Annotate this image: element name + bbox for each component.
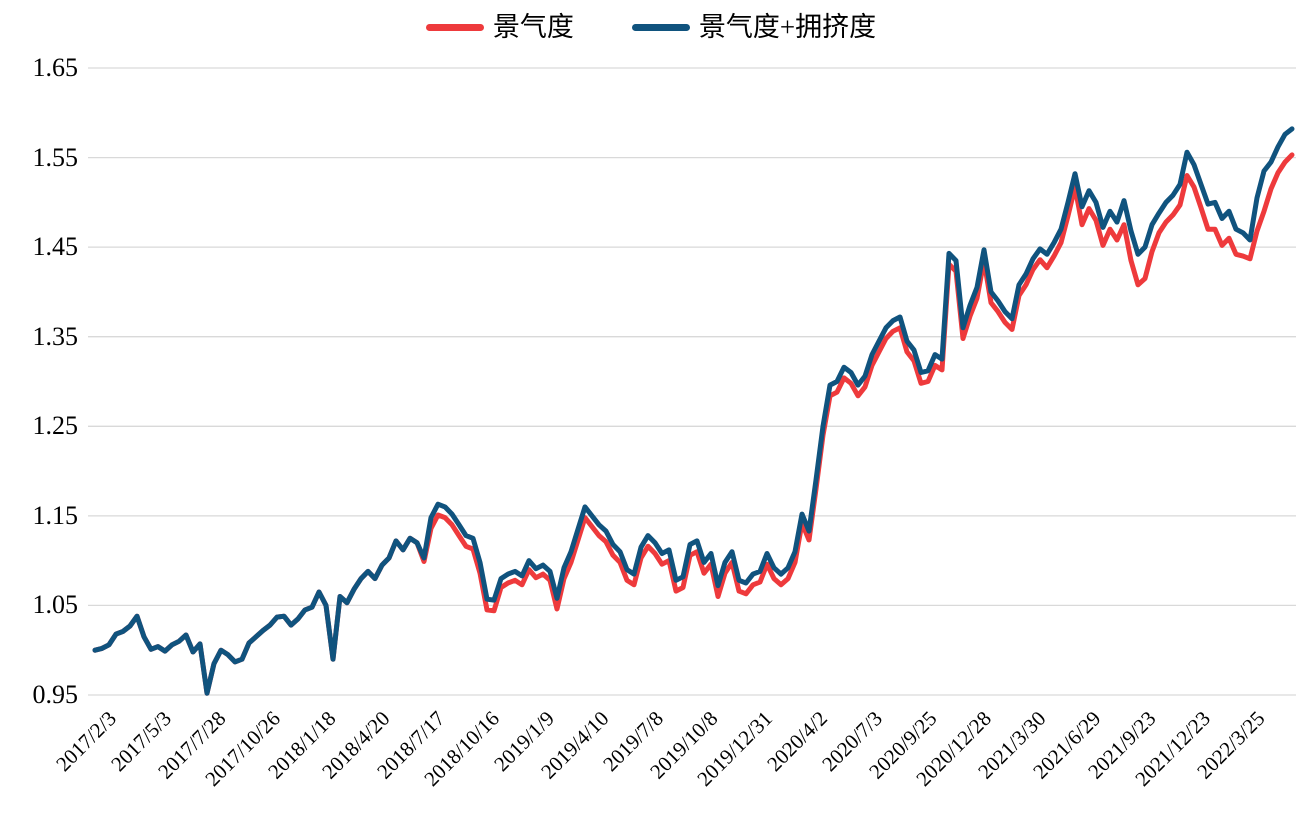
y-axis-label: 1.65 <box>32 53 79 82</box>
y-axis-label: 1.55 <box>32 142 79 172</box>
y-axis-label: 0.95 <box>32 680 79 709</box>
y-axis-label: 1.35 <box>32 321 79 351</box>
legend-label-jingqidu-yongjidu: 景气度+拥挤度 <box>698 12 877 42</box>
y-axis-label: 1.25 <box>32 411 79 441</box>
legend-item-jingqidu-yongjidu: 景气度+拥挤度 <box>631 12 877 42</box>
legend-label-jingqidu: 景气度 <box>492 12 574 42</box>
y-axis-label: 1.15 <box>32 500 79 530</box>
legend-swatch-red-line <box>425 24 484 31</box>
series-line-jingqidu-yongjidu <box>92 126 1295 696</box>
y-axis-label: 1.05 <box>32 590 79 620</box>
series-lines <box>92 126 1295 696</box>
y-axis-label: 1.45 <box>32 232 79 262</box>
legend-item-jingqidu: 景气度 <box>425 12 574 42</box>
legend-swatch-blue-line <box>631 24 690 31</box>
legend: 景气度 景气度+拥挤度 <box>0 14 1302 41</box>
series-line-jingqidu <box>92 152 1295 696</box>
gridlines <box>88 67 1296 696</box>
